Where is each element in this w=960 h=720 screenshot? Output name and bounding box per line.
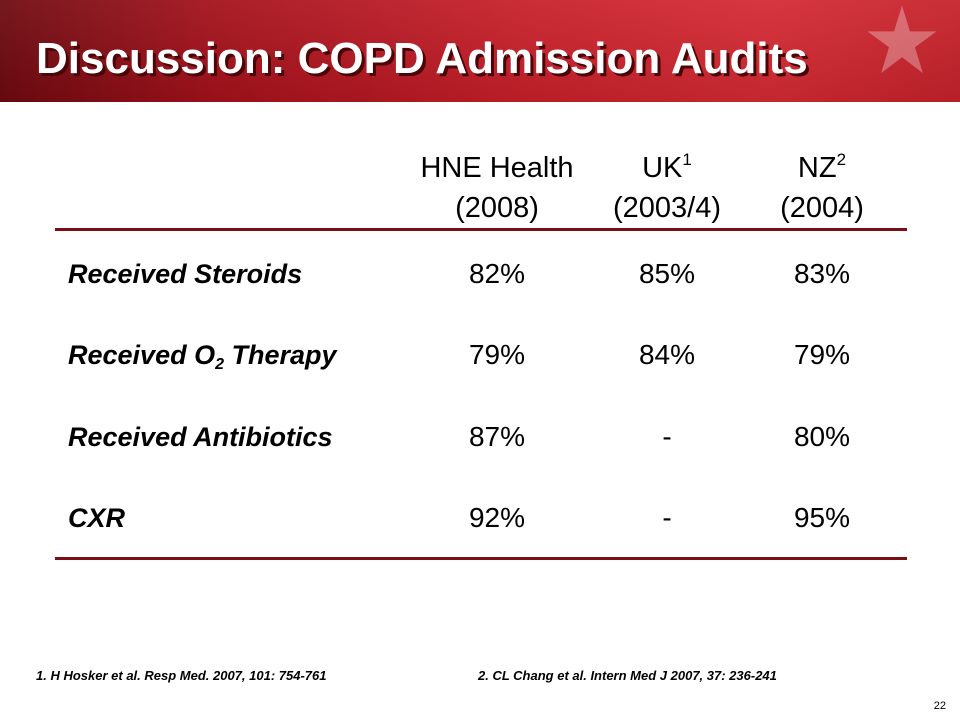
row-label-o2-therapy: Received O2 Therapy	[68, 335, 337, 375]
header-nz-year: (2004)	[780, 192, 864, 224]
header-uk-year: (2003/4)	[612, 192, 721, 224]
slide-title: Discussion: COPD Admission Audits	[36, 34, 808, 83]
table-row: CXR 92% - 95%	[0, 498, 960, 538]
row-label-o2-post: Therapy	[223, 340, 337, 370]
cell-nz: 95%	[793, 502, 851, 533]
header-nz-ref: 2	[836, 150, 847, 169]
cell-uk: -	[662, 421, 672, 452]
cell-hne: 79%	[468, 339, 526, 370]
header-hne-year: (2008)	[455, 192, 539, 224]
cell-uk: 85%	[638, 258, 696, 289]
table-top-rule	[55, 228, 907, 231]
table-row: Received Antibiotics 87% - 80%	[0, 417, 960, 457]
cell-hne: 92%	[468, 502, 526, 533]
row-label-o2-pre: Received O	[68, 340, 216, 370]
row-label-steroids: Received Steroids	[68, 259, 303, 289]
cell-nz: 83%	[793, 258, 851, 289]
cell-uk: -	[662, 502, 672, 533]
header-uk: UK1 (2003/4)	[567, 148, 767, 228]
banner-shading	[0, 0, 960, 102]
reference-2: 2. CL Chang et al. Intern Med J 2007, 37…	[478, 668, 777, 683]
cell-hne: 87%	[468, 421, 526, 452]
reference-1: 1. H Hosker et al. Resp Med. 2007, 101: …	[36, 668, 327, 683]
star-watermark-icon	[867, 5, 937, 74]
header-uk-name: UK	[642, 152, 683, 184]
header-uk-ref: 1	[682, 150, 692, 169]
table-row: Received Steroids 82% 85% 83%	[0, 254, 960, 294]
table-row: Received O2 Therapy 79% 84% 79%	[0, 335, 960, 375]
cell-hne: 82%	[468, 258, 526, 289]
row-label-o2-sub: 2	[215, 356, 224, 373]
header-nz: NZ2 (2004)	[722, 148, 922, 228]
cell-nz: 79%	[793, 339, 851, 370]
cell-uk: 84%	[638, 339, 696, 370]
header-hne-name: HNE Health	[420, 152, 574, 184]
row-label-cxr: CXR	[68, 503, 126, 533]
header-nz-name: NZ	[797, 152, 837, 184]
header-hne-health: HNE Health (2008)	[397, 148, 597, 228]
page-number: 22	[933, 700, 946, 712]
row-label-antibiotics: Received Antibiotics	[68, 422, 333, 452]
title-banner: Discussion: COPD Admission Audits	[0, 0, 960, 102]
cell-nz: 80%	[793, 421, 851, 452]
table-bottom-rule	[55, 557, 907, 560]
